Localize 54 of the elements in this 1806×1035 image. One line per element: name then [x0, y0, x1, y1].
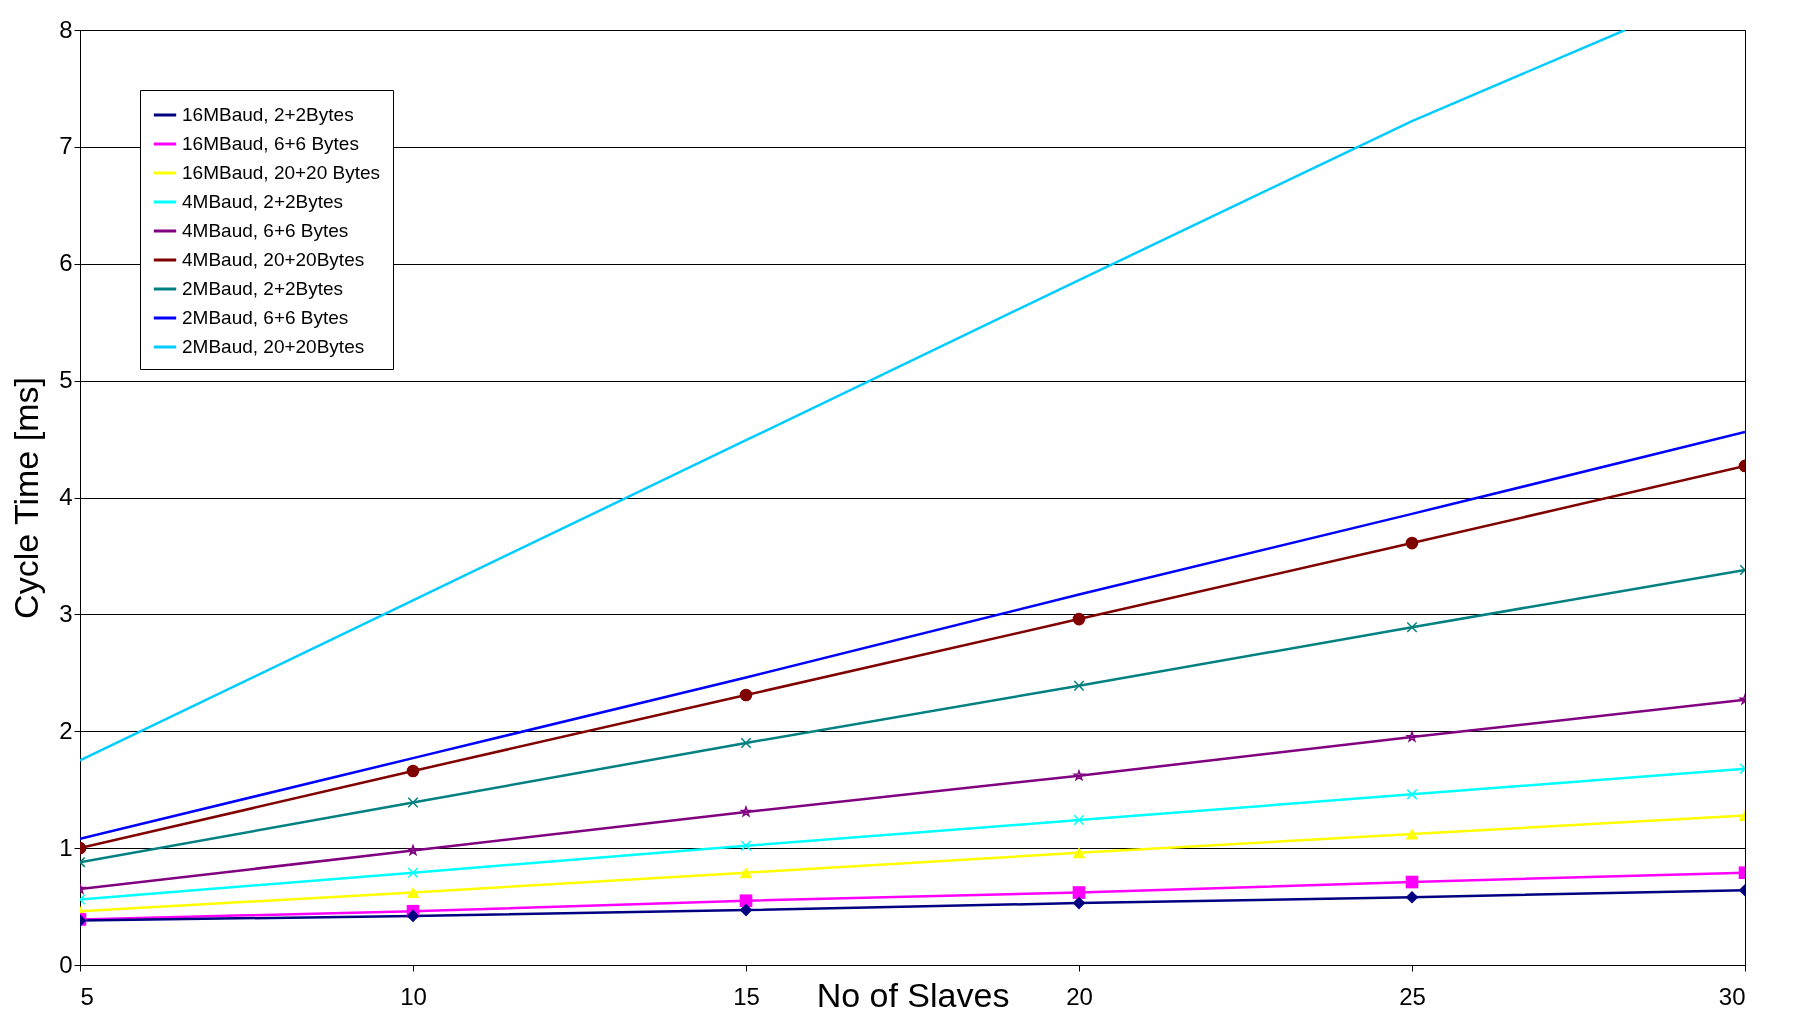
y-tick-label: 4: [59, 483, 73, 510]
legend-label: 4MBaud, 20+20Bytes: [182, 249, 365, 270]
y-tick-label: 0: [59, 950, 73, 978]
x-tick-label: 30: [1718, 982, 1746, 1010]
point: [1072, 896, 1086, 910]
y-tick-label: 6: [59, 249, 73, 277]
point: [1072, 886, 1086, 899]
point: [1405, 890, 1419, 904]
point: [1072, 847, 1086, 859]
point: [1405, 875, 1419, 889]
point: [739, 903, 753, 917]
point: [739, 894, 753, 908]
y-tick-label: 7: [59, 132, 73, 160]
point: [739, 688, 753, 702]
x-tick-label: 15: [733, 982, 760, 1010]
y-tick-label: 3: [59, 599, 73, 627]
point: [407, 797, 419, 809]
point: [406, 909, 420, 923]
point: [406, 764, 420, 778]
point: [1072, 612, 1086, 626]
point: [1406, 788, 1418, 800]
legend-label: 4MBaud, 6+6 Bytes: [182, 220, 349, 241]
legend-label: 2MBaud, 6+6 Bytes: [182, 307, 349, 328]
legend-label: 16MBaud, 2+2Bytes: [182, 104, 354, 125]
point: [739, 867, 753, 879]
point: [740, 806, 752, 817]
point: [740, 737, 752, 749]
point: [407, 844, 419, 856]
line-series: [80, 30, 1627, 762]
point: [1073, 770, 1085, 781]
x-tick-label: 20: [1066, 982, 1093, 1010]
legend-label: 4MBaud, 2+2Bytes: [182, 191, 344, 212]
y-tick-label: 5: [59, 366, 73, 394]
point: [1406, 731, 1418, 742]
y-tick-label: 2: [59, 716, 73, 744]
point: [1405, 536, 1419, 550]
legend-label: 2MBaud, 2+2Bytes: [182, 278, 344, 299]
point: [1405, 828, 1419, 840]
point: [1406, 621, 1418, 633]
legend-label: 2MBaud, 20+20Bytes: [182, 336, 365, 357]
x-tick-label: 25: [1399, 982, 1426, 1010]
point: [740, 840, 752, 852]
y-tick-label: 8: [59, 15, 73, 43]
legend-label: 16MBaud, 6+6 Bytes: [182, 133, 359, 154]
y-tick-label: 1: [59, 833, 73, 861]
x-tick-label: 10: [400, 982, 427, 1010]
point: [406, 887, 420, 899]
point: [1073, 680, 1085, 692]
legend-label: 16MBaud, 20+20 Bytes: [182, 162, 381, 183]
x-tick-label: 5: [80, 982, 94, 1010]
point: [407, 867, 419, 879]
x-axis-title: No of Slaves: [816, 975, 1010, 1014]
y-axis-title: Cycle Time [ms]: [7, 377, 46, 619]
point: [1073, 814, 1085, 826]
